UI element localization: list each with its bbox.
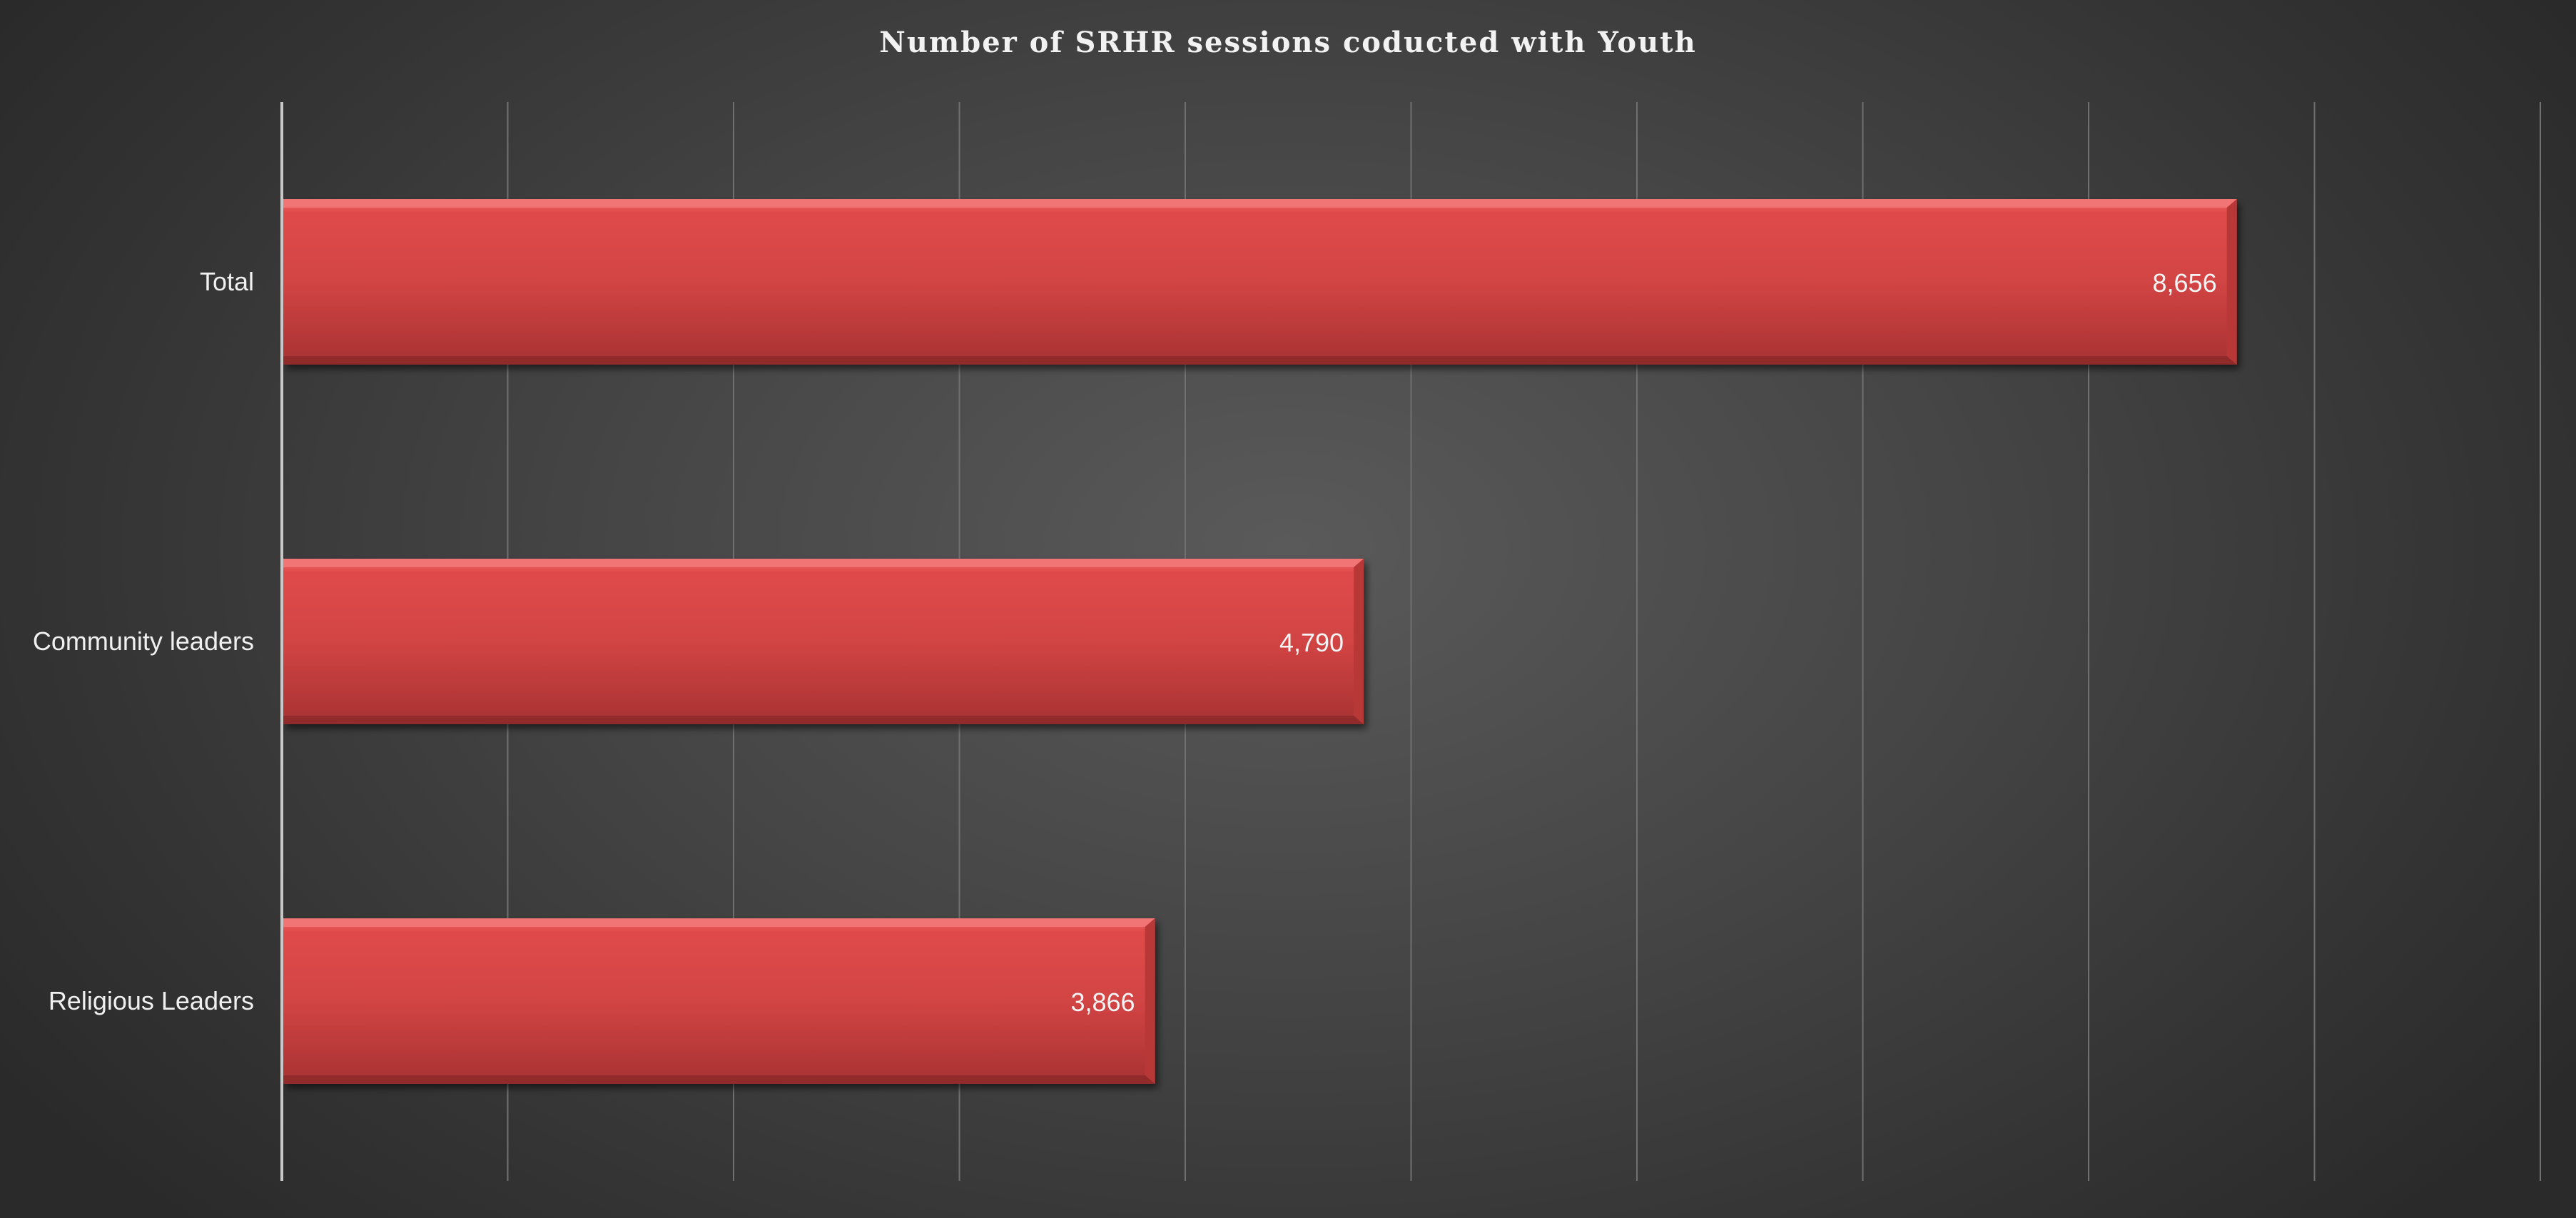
bar-bevel-right — [1145, 918, 1155, 1084]
bars — [283, 199, 2237, 1084]
bar-bevel-top — [283, 559, 1364, 567]
bar-bevel-top — [283, 918, 1155, 927]
bar-bevel-right — [2226, 199, 2237, 365]
chart-title: Number of SRHR sessions coducted with Yo… — [879, 26, 1696, 59]
bar-bevel-bottom — [283, 716, 1364, 724]
labels: Total 8,656 Community leaders 4,790 Religiou… — [33, 267, 2217, 1017]
bar-rect — [283, 559, 1364, 724]
bar-bevel-bottom — [283, 1075, 1155, 1084]
value-label: 4,790 — [1279, 628, 1344, 657]
bar — [283, 559, 1364, 724]
bar-rect — [283, 918, 1155, 1084]
category-label: Religious Leaders — [49, 986, 254, 1015]
bar-bevel-top — [283, 199, 2237, 208]
category-label: Total — [200, 267, 254, 296]
category-label: Community leaders — [33, 626, 254, 656]
bar-bevel-bottom — [283, 356, 2237, 365]
bar — [283, 918, 1155, 1084]
value-label: 3,866 — [1070, 988, 1135, 1017]
bar-rect — [283, 199, 2237, 365]
bar — [283, 199, 2237, 365]
value-label: 8,656 — [2153, 268, 2217, 298]
bar-bevel-right — [1354, 559, 1364, 724]
